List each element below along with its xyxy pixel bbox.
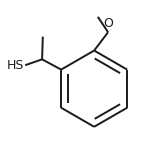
- Text: O: O: [103, 17, 113, 30]
- Text: HS: HS: [7, 59, 24, 72]
